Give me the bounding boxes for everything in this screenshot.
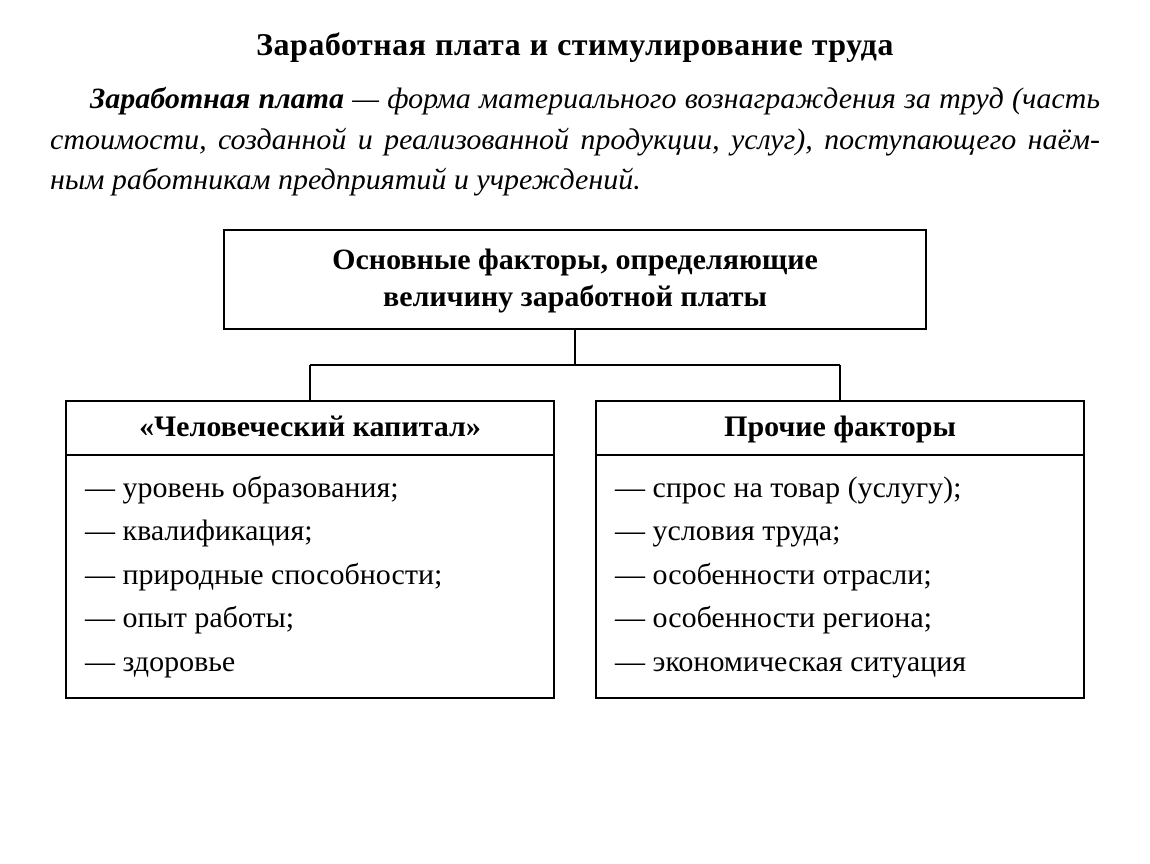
list-item: — экономическая ситуация [615,640,1065,684]
branch-body: — уровень образования; — квалификация; —… [67,456,553,698]
root-line-1: Основные факторы, определяющие [245,241,905,279]
page-title: Заработная плата и стимулирование труда [40,26,1110,63]
list-item: — условия труда; [615,509,1065,553]
list-item: — опыт работы; [85,596,535,640]
branch-box: Прочие факторы — спрос на товар (услугу)… [595,400,1085,700]
list-item: — уровень образования; [85,466,535,510]
root-node: Основные факторы, определяющие величину … [223,229,927,330]
branches-row: «Человеческий капитал» — уровень образов… [65,400,1085,700]
branch-header: Прочие факторы [597,402,1083,456]
branch-box: «Человеческий капитал» — уровень образов… [65,400,555,700]
root-line-2: величину заработной платы [245,278,905,316]
list-item: — спрос на товар (услугу); [615,466,1065,510]
list-item: — здоровье [85,640,535,684]
page: Заработная плата и стимулирование труда … [0,0,1150,864]
list-item: — квалификация; [85,509,535,553]
definition-dash: — [344,82,387,115]
list-item: — особенности отрасли; [615,553,1065,597]
branch-human-capital: «Человеческий капитал» — уровень образов… [65,400,555,700]
definition-term: Заработная плата [90,82,344,115]
list-item: — природные способности; [85,553,535,597]
branch-body: — спрос на товар (услугу); — условия тру… [597,456,1083,698]
definition-paragraph: Заработная плата — форма материального в… [50,79,1100,201]
factors-diagram: Основные факторы, определяющие величину … [65,229,1085,700]
list-item: — особенности региона; [615,596,1065,640]
connector-svg [65,330,1085,400]
branch-header: «Человеческий капитал» [67,402,553,456]
connector-lines [65,330,1085,400]
branch-other-factors: Прочие факторы — спрос на товар (услугу)… [595,400,1085,700]
